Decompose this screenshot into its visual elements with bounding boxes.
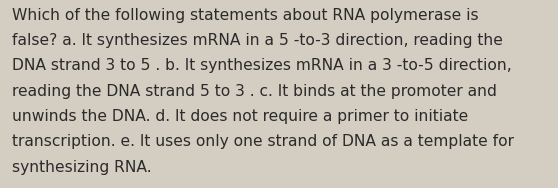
Text: false? a. It synthesizes mRNA in a 5 -to-3 direction, reading the: false? a. It synthesizes mRNA in a 5 -to… <box>12 33 503 48</box>
Text: DNA strand 3 to 5 . b. It synthesizes mRNA in a 3 -to-5 direction,: DNA strand 3 to 5 . b. It synthesizes mR… <box>12 58 512 73</box>
Text: Which of the following statements about RNA polymerase is: Which of the following statements about … <box>12 8 479 23</box>
Text: unwinds the DNA. d. It does not require a primer to initiate: unwinds the DNA. d. It does not require … <box>12 109 469 124</box>
Text: reading the DNA strand 5 to 3 . c. It binds at the promoter and: reading the DNA strand 5 to 3 . c. It bi… <box>12 84 497 99</box>
Text: transcription. e. It uses only one strand of DNA as a template for: transcription. e. It uses only one stran… <box>12 134 514 149</box>
Text: synthesizing RNA.: synthesizing RNA. <box>12 160 152 175</box>
